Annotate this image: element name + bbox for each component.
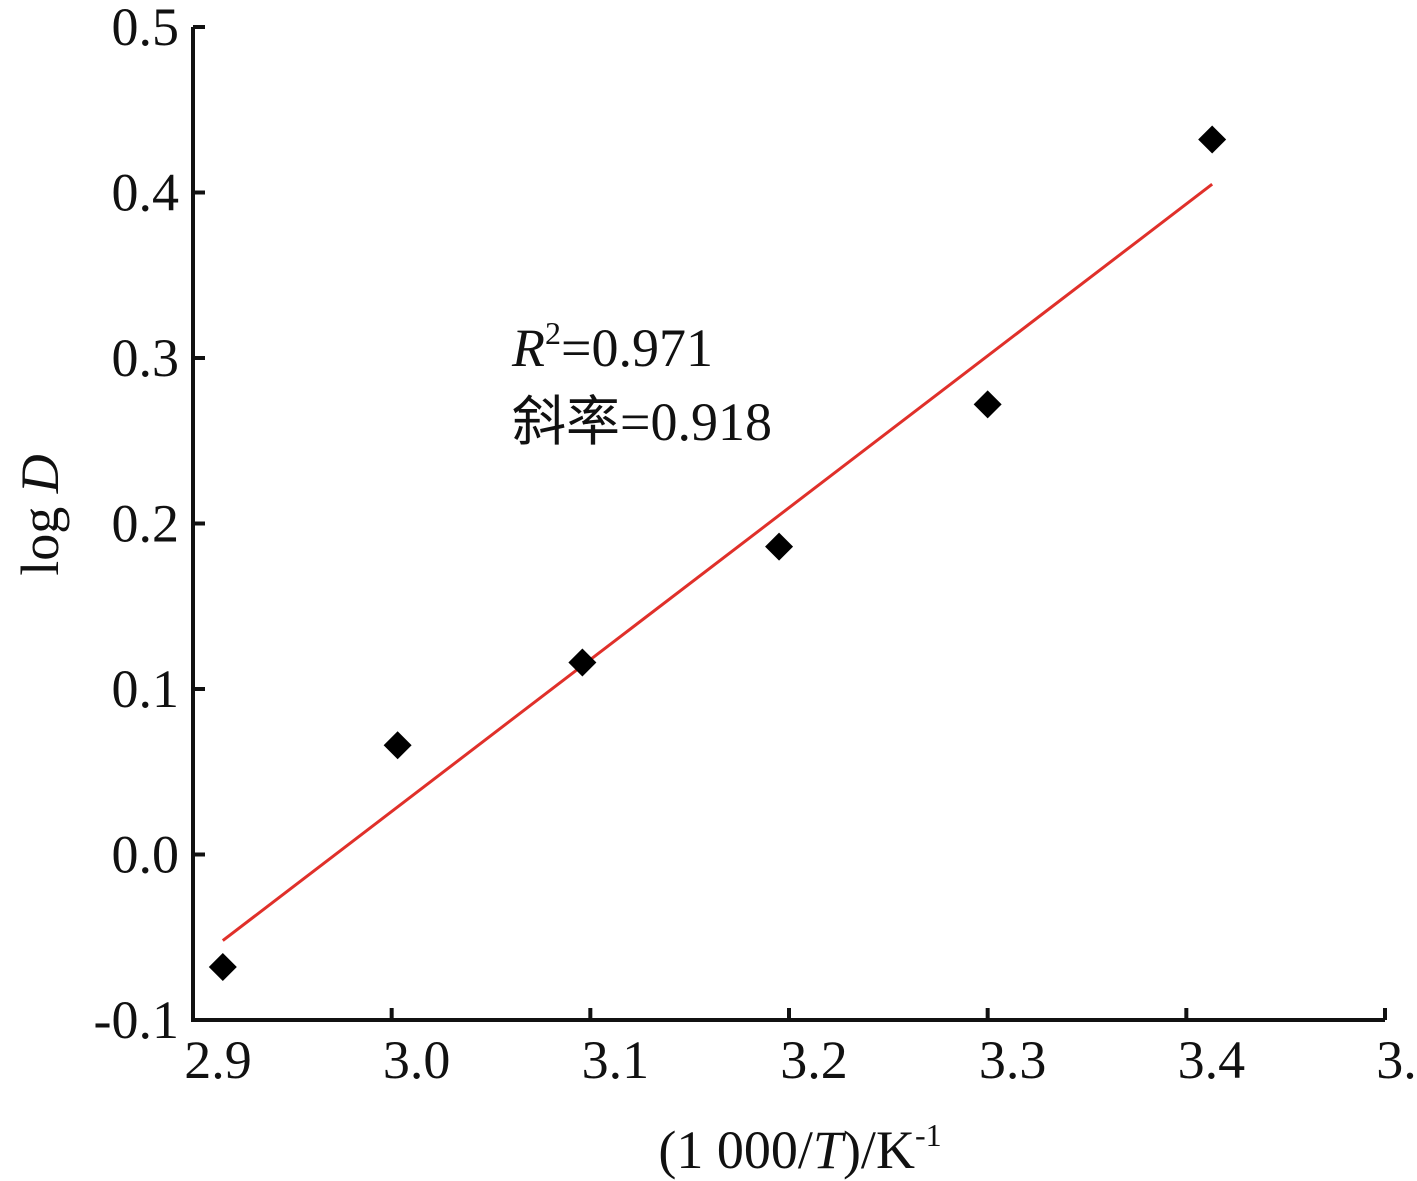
- data-point: [1198, 125, 1227, 154]
- y-tick-label: 0.4: [112, 163, 180, 223]
- data-point: [765, 532, 794, 561]
- ticks-layer: [191, 25, 1387, 1022]
- tick-labels-layer: -0.1 0.0 0.1 0.2 0.3 0.4 0.5 2.9 3.0 3.1 3.2 3.3 3.4…: [94, 0, 1417, 1090]
- r-squared-symbol: R: [511, 318, 545, 378]
- y-tick-label: 0.5: [112, 0, 180, 57]
- r-squared-annotation: R2=0.971: [511, 315, 713, 378]
- data-point: [568, 648, 597, 677]
- x-tick-label: 3.1: [582, 1030, 650, 1090]
- x-axis-title: (1 000/T)/K-1: [658, 1117, 941, 1180]
- y-axis-title-text: log: [10, 493, 70, 576]
- x-axis-title-exp: -1: [915, 1117, 942, 1153]
- y-tick-label: 0.2: [112, 494, 180, 554]
- x-tick-label: 3.0: [383, 1030, 451, 1090]
- y-axis-title: log D: [10, 454, 70, 576]
- points-layer: [208, 125, 1227, 982]
- y-axis-title-var: D: [10, 454, 70, 494]
- r-squared-value: =0.971: [561, 318, 713, 378]
- r-squared-sup: 2: [545, 315, 561, 351]
- x-axis-title-text: (1 000/: [658, 1120, 813, 1180]
- y-tick-label: 0.0: [112, 825, 180, 885]
- axes: [191, 27, 1385, 1022]
- x-tick-label: 3.4: [1178, 1030, 1246, 1090]
- data-point: [973, 390, 1002, 419]
- y-tick-label: 0.1: [112, 659, 180, 719]
- x-axis-title-unit: )/K: [843, 1120, 915, 1180]
- y-tick-label: -0.1: [94, 990, 179, 1050]
- x-tick-label: 2.9: [184, 1030, 252, 1090]
- x-tick-label: 3.3: [979, 1030, 1047, 1090]
- data-point: [383, 731, 412, 760]
- data-point: [208, 953, 237, 982]
- x-tick-label: 3.2: [780, 1030, 848, 1090]
- y-tick-label: 0.3: [112, 328, 180, 388]
- x-axis-title-var: T: [813, 1120, 847, 1180]
- x-tick-label: 3.5: [1376, 1030, 1417, 1090]
- fit-line: [221, 183, 1214, 942]
- slope-annotation: 斜率=0.918: [512, 392, 772, 452]
